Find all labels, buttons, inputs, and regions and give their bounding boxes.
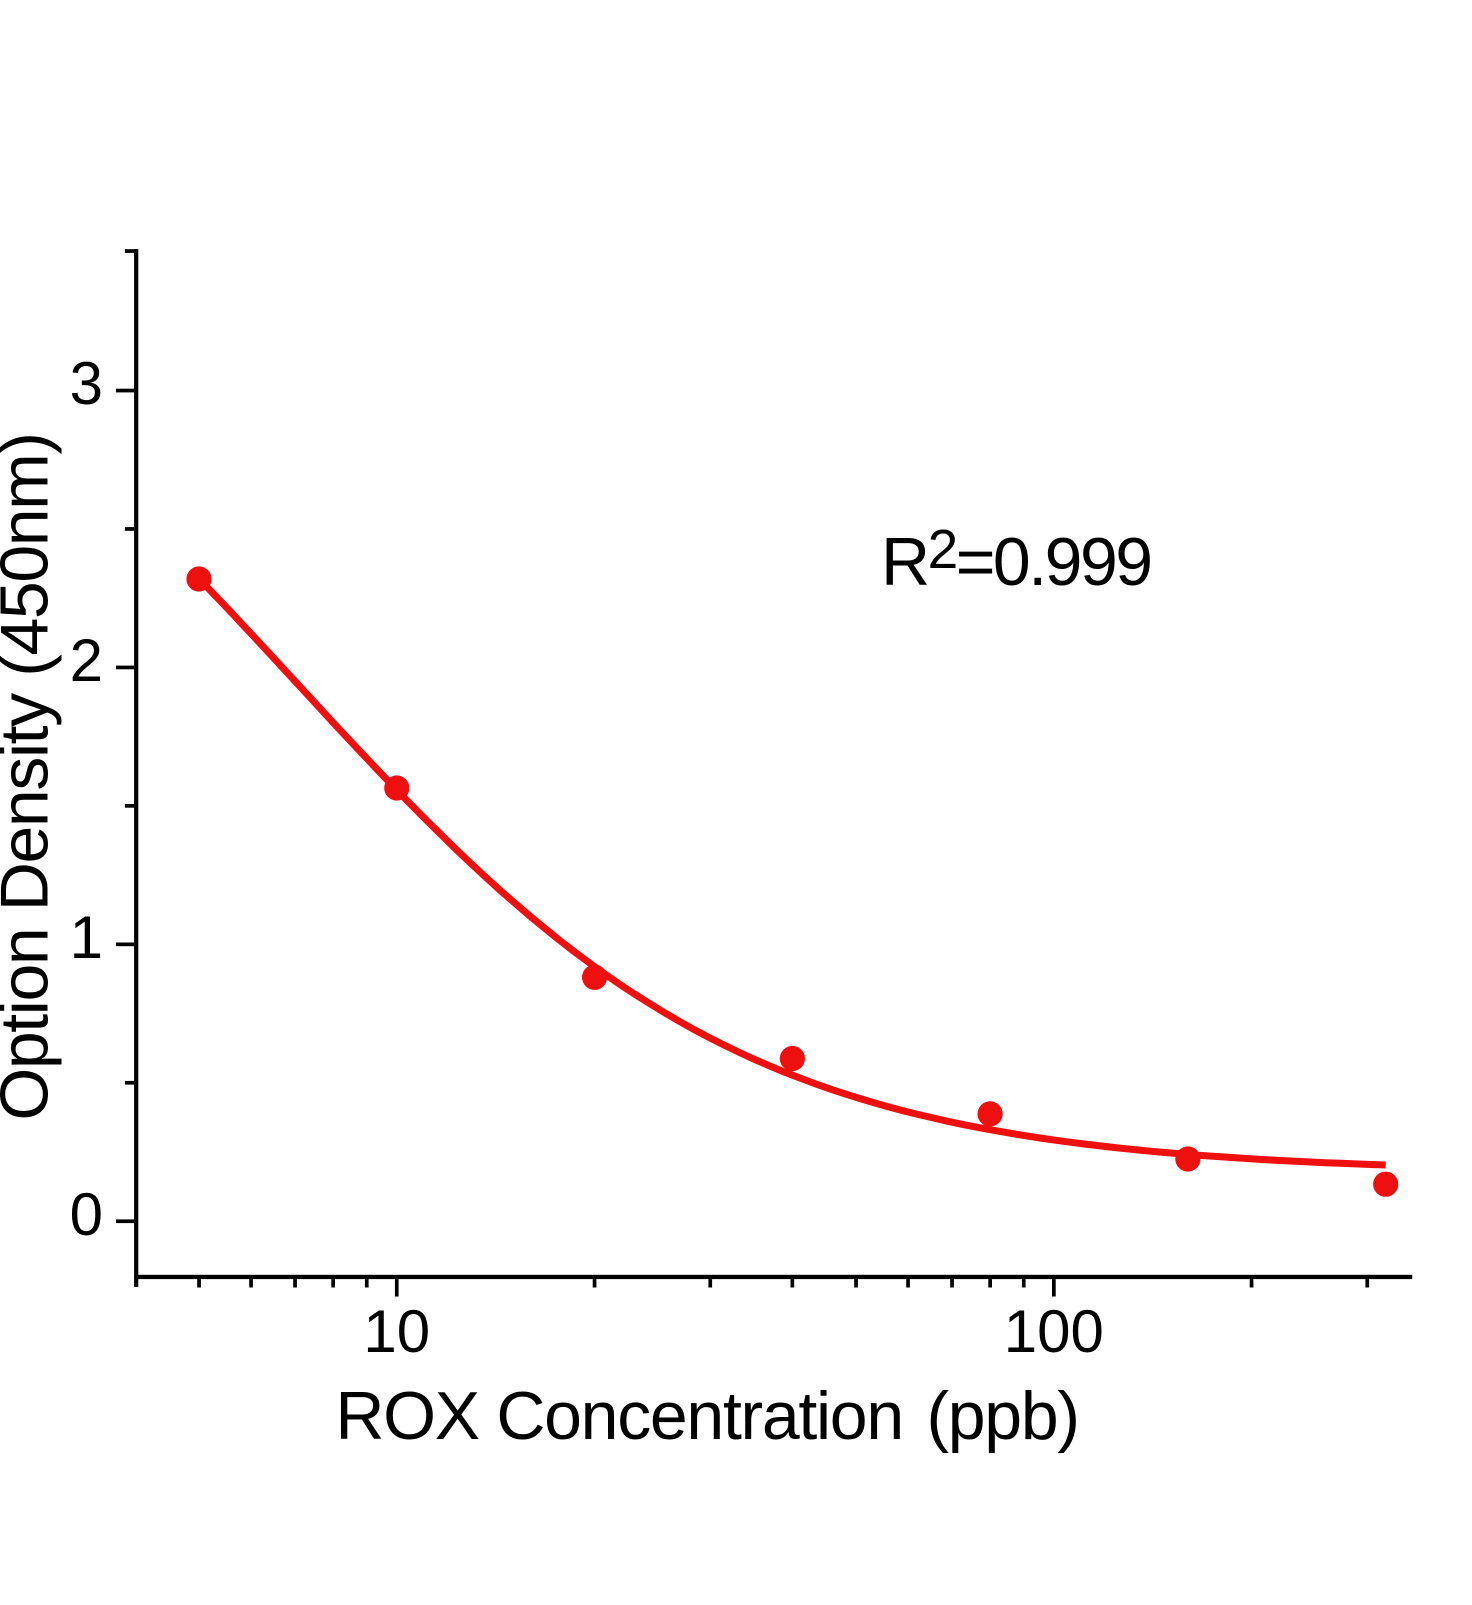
svg-text:ROX Concentration (ppb): ROX Concentration (ppb) [335, 1378, 1078, 1454]
svg-text:Option Density (450nm): Option Density (450nm) [0, 433, 63, 1120]
svg-text:10: 10 [363, 1298, 430, 1365]
svg-text:3: 3 [70, 350, 103, 417]
svg-text:1: 1 [70, 904, 103, 971]
svg-text:0: 0 [70, 1181, 103, 1248]
svg-text:2: 2 [70, 627, 103, 694]
svg-text:100: 100 [1004, 1298, 1104, 1365]
svg-text:R2=0.999: R2=0.999 [881, 518, 1151, 600]
